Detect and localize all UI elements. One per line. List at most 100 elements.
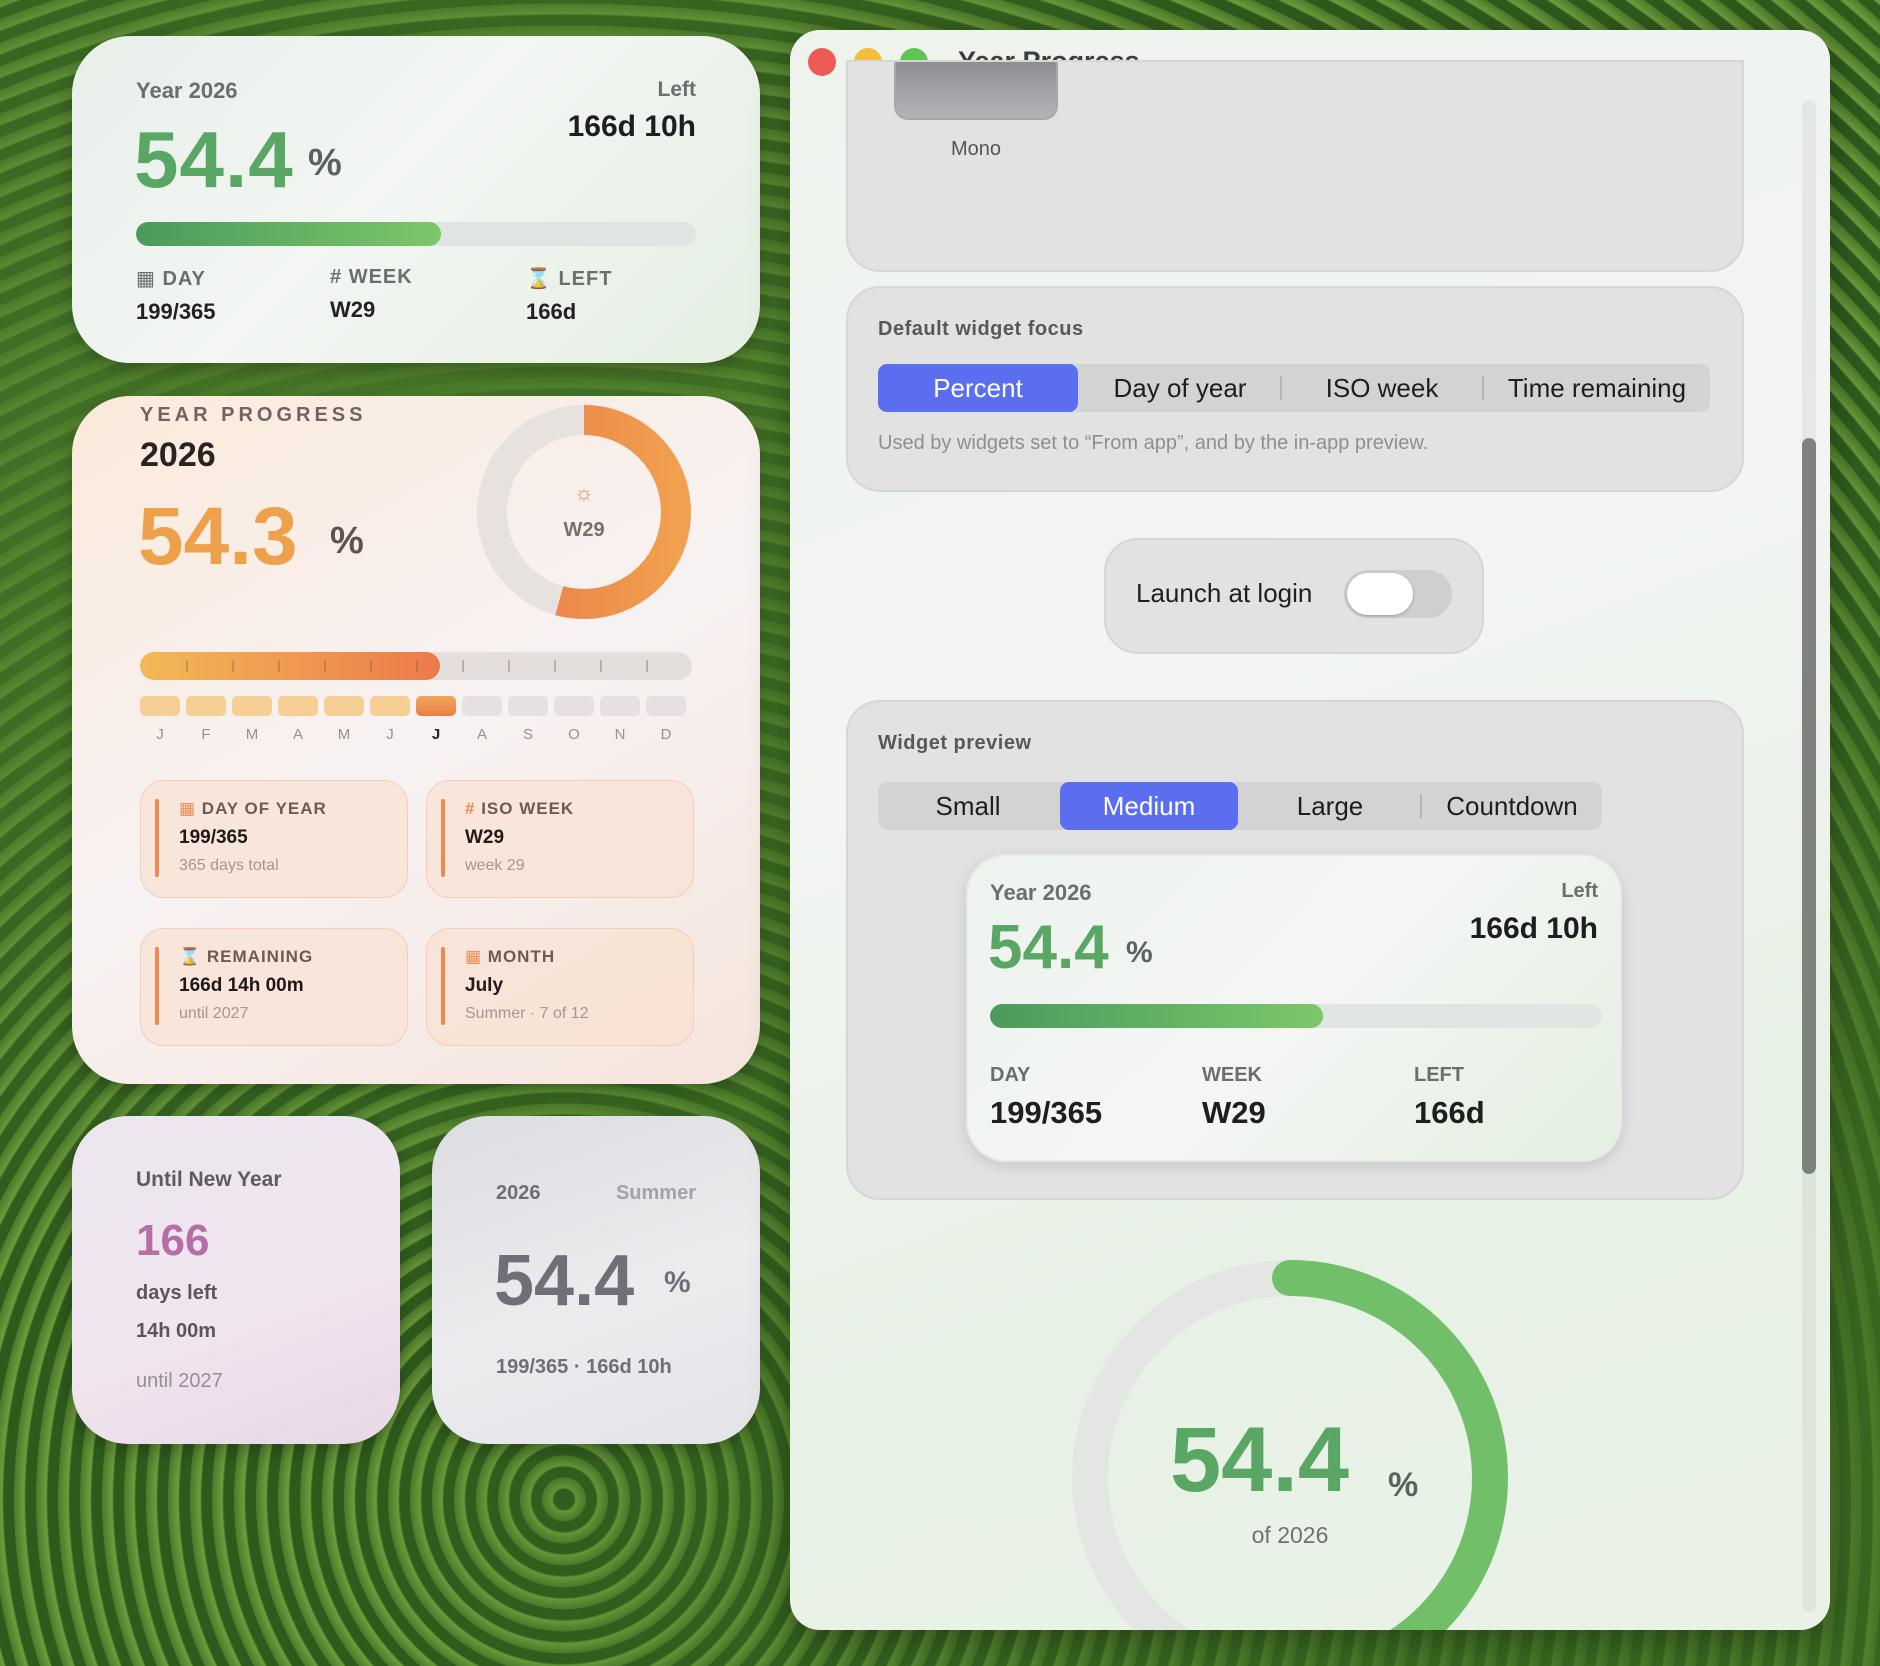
segment-iso-week[interactable]: ISO week — [1325, 373, 1439, 403]
month-cell — [324, 696, 364, 716]
stat-value: W29 — [330, 297, 376, 322]
month-label: J — [386, 726, 394, 743]
launch-at-login-toggle[interactable] — [1344, 570, 1452, 618]
month-cell — [370, 696, 410, 716]
bar-tick — [370, 660, 372, 672]
left-value: 166d 10h — [567, 110, 696, 143]
season-label: Summer — [615, 1182, 696, 1204]
tile-value: 166d 14h 00m — [179, 975, 304, 996]
month-cell — [554, 696, 594, 716]
bar-tick — [600, 660, 602, 672]
preview-left-label: Left — [1561, 880, 1598, 902]
calendar-icon: ▦ — [179, 799, 197, 818]
time-left: 14h 00m — [136, 1320, 217, 1342]
tile-label: ISO WEEK — [481, 799, 575, 818]
hourglass-icon: ⌛ — [526, 268, 552, 290]
launch-at-login-label: Launch at login — [1136, 578, 1313, 608]
month-label: A — [292, 726, 303, 743]
month-label: O — [568, 726, 580, 743]
stat-label: LEFT — [558, 268, 613, 290]
stat-label: WEEK — [1202, 1064, 1262, 1086]
month-cell — [600, 696, 640, 716]
toggle-knob — [1347, 573, 1413, 615]
stat-value: 199/365 — [990, 1095, 1103, 1130]
sun-icon: ☼ — [574, 480, 594, 505]
scrollbar-thumb[interactable] — [1802, 438, 1816, 1174]
bar-tick — [324, 660, 326, 672]
bar-tick — [646, 660, 648, 672]
stat-label: WEEK — [348, 266, 413, 288]
month-cell — [140, 696, 180, 716]
month-label: F — [201, 726, 211, 743]
segment-large[interactable]: Large — [1296, 791, 1364, 821]
panel-heading: Default widget focus — [878, 318, 1084, 340]
bar-tick — [278, 660, 280, 672]
tile-label: DAY OF YEAR — [201, 799, 327, 818]
percent-value: 54.4 — [134, 115, 294, 204]
ring-label: W29 — [563, 519, 604, 541]
ring-progress — [1072, 1260, 1508, 1630]
tile-sub: Summer · 7 of 12 — [465, 1005, 589, 1022]
ring-progress — [477, 405, 691, 619]
percent-value: 54.3 — [138, 491, 298, 582]
preview-progress-bar — [990, 1004, 1602, 1028]
month-label: M — [245, 726, 259, 743]
segment-small[interactable]: Small — [935, 791, 1001, 821]
tile-sub: until 2027 — [179, 1005, 249, 1022]
tile-day-of-year: ▦ DAY OF YEAR 199/365 365 days total — [140, 780, 408, 898]
segment-day-of-year[interactable]: Day of year — [1113, 373, 1247, 403]
hash-icon: # — [465, 799, 476, 818]
percent-sign: % — [330, 520, 364, 562]
ring-caption: of 2026 — [1251, 1522, 1329, 1548]
year-progress-ring — [1072, 1260, 1508, 1630]
preview-widget-card: Year 2026 54.4 % Left 166d 10h DAY 199/3… — [966, 854, 1622, 1162]
bar-tick — [554, 660, 556, 672]
segment-medium[interactable]: Medium — [1060, 782, 1238, 830]
percent-sign: % — [308, 142, 342, 184]
month-cell — [232, 696, 272, 716]
segment-percent[interactable]: Percent — [878, 364, 1078, 412]
widget-kicker: YEAR PROGRESS — [140, 404, 367, 426]
tile-remaining: ⌛ REMAINING 166d 14h 00m until 2027 — [140, 928, 408, 1046]
year-progress-bar-fill — [140, 652, 440, 680]
widget-title: Until New Year — [136, 1168, 282, 1191]
countdown-widget: Until New Year 166 days left 14h 00m unt… — [72, 1116, 400, 1444]
mono-theme-swatch[interactable] — [894, 62, 1058, 120]
month-cell — [186, 696, 226, 716]
widget-year: 2026 — [496, 1182, 541, 1204]
percent-sign: % — [664, 1266, 691, 1299]
segment-countdown[interactable]: Countdown — [1446, 791, 1578, 821]
bar-tick — [508, 660, 510, 672]
close-button[interactable] — [808, 48, 836, 76]
theme-swatch-label: Mono — [950, 138, 1002, 160]
month-label: J — [431, 726, 441, 743]
preview-stat-week: WEEK W29 — [1202, 1064, 1266, 1131]
mono-widget: 2026 Summer 54.4 % 199/365 · 166d 10h — [432, 1116, 760, 1444]
percent-value: 54.4 — [494, 1241, 635, 1321]
preview-size-segmented-control: Small Medium Large Countdown — [878, 782, 1602, 830]
bar-tick — [186, 660, 188, 672]
progress-bar-fill — [136, 222, 441, 246]
stat-left: ⌛ LEFT 166d — [526, 266, 612, 325]
month-label: M — [337, 726, 351, 743]
tile-value: 199/365 — [179, 827, 248, 848]
segment-time-remaining[interactable]: Time remaining — [1507, 373, 1687, 403]
until-label: until 2027 — [136, 1370, 223, 1392]
preview-title: Year 2026 — [990, 880, 1092, 905]
preview-left-value: 166d 10h — [1469, 912, 1598, 945]
month-cell — [416, 696, 456, 716]
hourglass-icon: ⌛ — [179, 947, 202, 966]
focus-hint: Used by widgets set to “From app”, and b… — [878, 432, 1429, 454]
year-progress-widget-large: YEAR PROGRESS 2026 54.3 % ☼ W29 ▦ DAY OF… — [72, 396, 760, 1084]
stat-value: W29 — [1202, 1095, 1266, 1130]
preview-stat-left: LEFT 166d — [1414, 1064, 1485, 1131]
month-cell — [462, 696, 502, 716]
days-left-value: 166 — [136, 1216, 210, 1265]
stat-label: DAY — [990, 1064, 1031, 1086]
tile-month: ▦ MONTH July Summer · 7 of 12 — [426, 928, 694, 1046]
bar-tick — [462, 660, 464, 672]
ring-percent-sign: % — [1388, 1466, 1419, 1504]
preview-progress-bar-fill — [990, 1004, 1323, 1028]
preview-percent-value: 54.4 — [988, 913, 1109, 982]
left-label: Left — [657, 78, 697, 101]
